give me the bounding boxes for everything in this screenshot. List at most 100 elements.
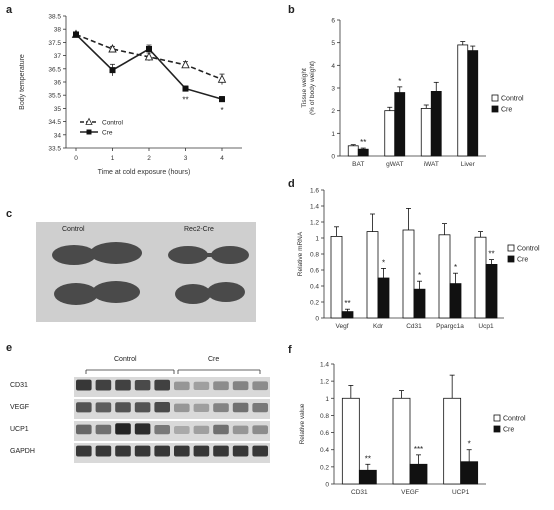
category-label-cd31: Cd31: [406, 323, 422, 330]
y-tick-label: 2: [331, 108, 335, 115]
blot-band: [213, 403, 229, 413]
point-cre: [109, 67, 116, 74]
western-blot: Control Cre CD31 VEGF UCP1 GAPDH: [10, 356, 275, 466]
blot-band: [252, 445, 268, 457]
y-axis-label: Body temperature: [19, 54, 26, 110]
category-label-vegf: VEGF: [401, 489, 419, 496]
y-tick-label: 37.5: [48, 40, 61, 47]
blot-band: [193, 381, 210, 391]
blot-row-cd31: CD31: [10, 376, 275, 398]
bar-control-ucp1: [443, 397, 462, 485]
blot-band: [134, 445, 151, 457]
y-tick-label: 1: [325, 396, 329, 403]
y-tick-label: 0.8: [320, 413, 329, 420]
blot-band: [174, 381, 190, 391]
blot-band: [76, 445, 92, 457]
y-tick-label: 0: [325, 482, 329, 489]
blot-band: [174, 445, 190, 457]
significance-mark: *: [398, 77, 401, 86]
blot-band: [232, 381, 249, 391]
x-tick-label: 0: [74, 155, 78, 162]
panel-label-f: f: [288, 344, 292, 356]
bar-cre-kdr: [377, 277, 390, 319]
legend-swatch-cre: [507, 255, 515, 263]
y-tick-label: 0.4: [310, 284, 319, 291]
tissue-control-1: [52, 242, 142, 265]
bar-cre-vegf: [409, 463, 428, 485]
legend-marker-control: [85, 117, 93, 125]
blot-strip: [74, 399, 270, 419]
panel-label-d: d: [288, 178, 295, 190]
bar-cre-ucp1: [460, 461, 479, 485]
point-control: [144, 51, 154, 61]
y-tick-label: 1.4: [320, 362, 329, 369]
blot-band: [76, 402, 92, 413]
significance-mark: *: [454, 263, 457, 272]
blot-band: [213, 445, 229, 457]
chart-d-relative-mrna: 0 0.2 0.4 0.6 0.8 1 1.2 1.4 1.6 Relative mRNA Vegf…: [297, 188, 540, 331]
legend-swatch-control: [507, 244, 515, 252]
y-tick-label: 0.8: [310, 252, 319, 259]
bar-control-gwat: [384, 110, 396, 157]
blot-group-control: Control: [114, 356, 137, 363]
x-tick-label: 3: [184, 155, 188, 162]
legend-label-cre: Cre: [517, 257, 528, 264]
blot-strip: [74, 421, 270, 441]
y-tick-label: 35.5: [48, 93, 61, 100]
tissue-photo: Control Rec2-Cre: [36, 222, 256, 322]
legend-label-cre: Cre: [503, 427, 514, 434]
legend-swatch-control: [491, 94, 499, 102]
category-label-ucp1: Ucp1: [478, 323, 494, 330]
category-label-vegf: Vegf: [335, 323, 348, 330]
blot-band: [193, 425, 210, 435]
blot-band: [134, 380, 151, 391]
y-tick-label: 3: [331, 86, 335, 93]
blot-band: [115, 402, 131, 413]
significance-mark: **: [488, 250, 494, 259]
y-tick-label: 0.2: [320, 464, 329, 471]
blot-band: [115, 445, 131, 457]
photo-label-control: Control: [62, 226, 85, 233]
x-tick-label: 2: [147, 155, 151, 162]
y-tick-label: 0.4: [320, 447, 329, 454]
blot-row-ucp1: UCP1: [10, 420, 275, 442]
blot-band: [232, 445, 249, 457]
bar-control-vegf: [392, 397, 411, 485]
category-label-liver: Liver: [461, 161, 476, 168]
tissue-shapes: [52, 242, 249, 305]
bar-control-iwat: [420, 108, 432, 157]
blot-band: [154, 402, 170, 413]
bar-control-kdr: [366, 231, 379, 319]
y-tick-label: 0.2: [310, 300, 319, 307]
legend-swatch-control: [493, 414, 501, 422]
blot-strip: [74, 443, 270, 463]
category-label-kdr: Kdr: [373, 323, 384, 330]
blot-band: [154, 425, 170, 435]
y-tick-label: 38: [54, 27, 62, 34]
x-axis-label: Time at cold exposure (hours): [98, 169, 191, 176]
y-tick-label: 36: [54, 80, 62, 87]
y-tick-label: 36.5: [48, 66, 61, 73]
y-tick-label: 0: [331, 154, 335, 161]
blot-band: [154, 379, 170, 391]
panel-label-c: c: [6, 208, 13, 220]
blot-band: [134, 423, 151, 435]
tissue-cre-2: [175, 282, 245, 304]
y-tick-label: 0.6: [320, 430, 329, 437]
blot-band: [154, 445, 170, 457]
panel-label-b: b: [288, 4, 295, 16]
category-label-ppargc1a: Ppargc1a: [436, 323, 464, 330]
blot-row-vegf: VEGF: [10, 398, 275, 420]
y-tick-label: 4: [331, 63, 335, 70]
blot-label-ucp1: UCP1: [10, 426, 29, 433]
tissue-cre-1: [168, 246, 249, 264]
bar-control-liver: [457, 44, 469, 157]
significance-mark: *: [418, 271, 421, 280]
blot-band: [213, 424, 229, 435]
x-tick-label: 4: [220, 155, 224, 162]
blot-strip: [74, 377, 270, 397]
bar-cre-cd31: [358, 469, 377, 485]
blot-band: [115, 379, 131, 391]
y-tick-label: 34: [54, 132, 62, 139]
